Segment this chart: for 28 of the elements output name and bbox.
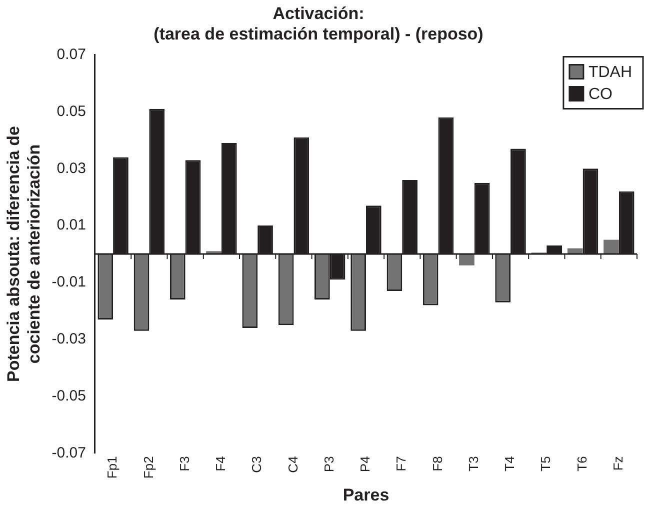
x-tick-label: C3	[249, 456, 264, 473]
y-tick-label: 0.03	[56, 160, 86, 177]
legend-label: TDAH	[588, 64, 632, 82]
x-tick-label: F4	[213, 456, 228, 472]
legend-label: CO	[588, 86, 612, 104]
x-tick-label: T6	[574, 456, 590, 472]
y-tick-label: 0.01	[56, 216, 86, 234]
y-tick-label: -0.01	[52, 274, 86, 291]
chart-title: Activación: (tarea de estimación temporal) - (reposo)	[154, 4, 484, 44]
x-tick-label: C4	[285, 456, 300, 473]
x-tick-label: T5	[538, 456, 554, 472]
x-tick-label: Fz	[610, 456, 626, 471]
x-tick-label: F3	[176, 456, 192, 472]
y-tick-label: 0.05	[56, 102, 86, 120]
y-tick-label: -0.03	[52, 330, 86, 348]
x-tick-label: P3	[321, 456, 336, 472]
x-axis-title: Pares	[342, 485, 390, 504]
x-tick-label: T4	[502, 456, 518, 472]
y-tick-label: -0.07	[52, 444, 86, 462]
x-tick-label: T3	[466, 456, 481, 472]
x-tick-label: F8	[430, 456, 445, 472]
x-tick-label: P4	[358, 456, 373, 472]
x-tick-label: Fp2	[140, 456, 156, 479]
y-tick-label: 0.07	[56, 46, 86, 63]
y-axis-title: Potencia absouta: diferencia de cociente de anteriorización	[4, 126, 44, 382]
x-tick-label: F7	[394, 456, 409, 472]
y-tick-label: -0.05	[52, 387, 86, 404]
x-tick-label: Fp1	[104, 456, 120, 479]
